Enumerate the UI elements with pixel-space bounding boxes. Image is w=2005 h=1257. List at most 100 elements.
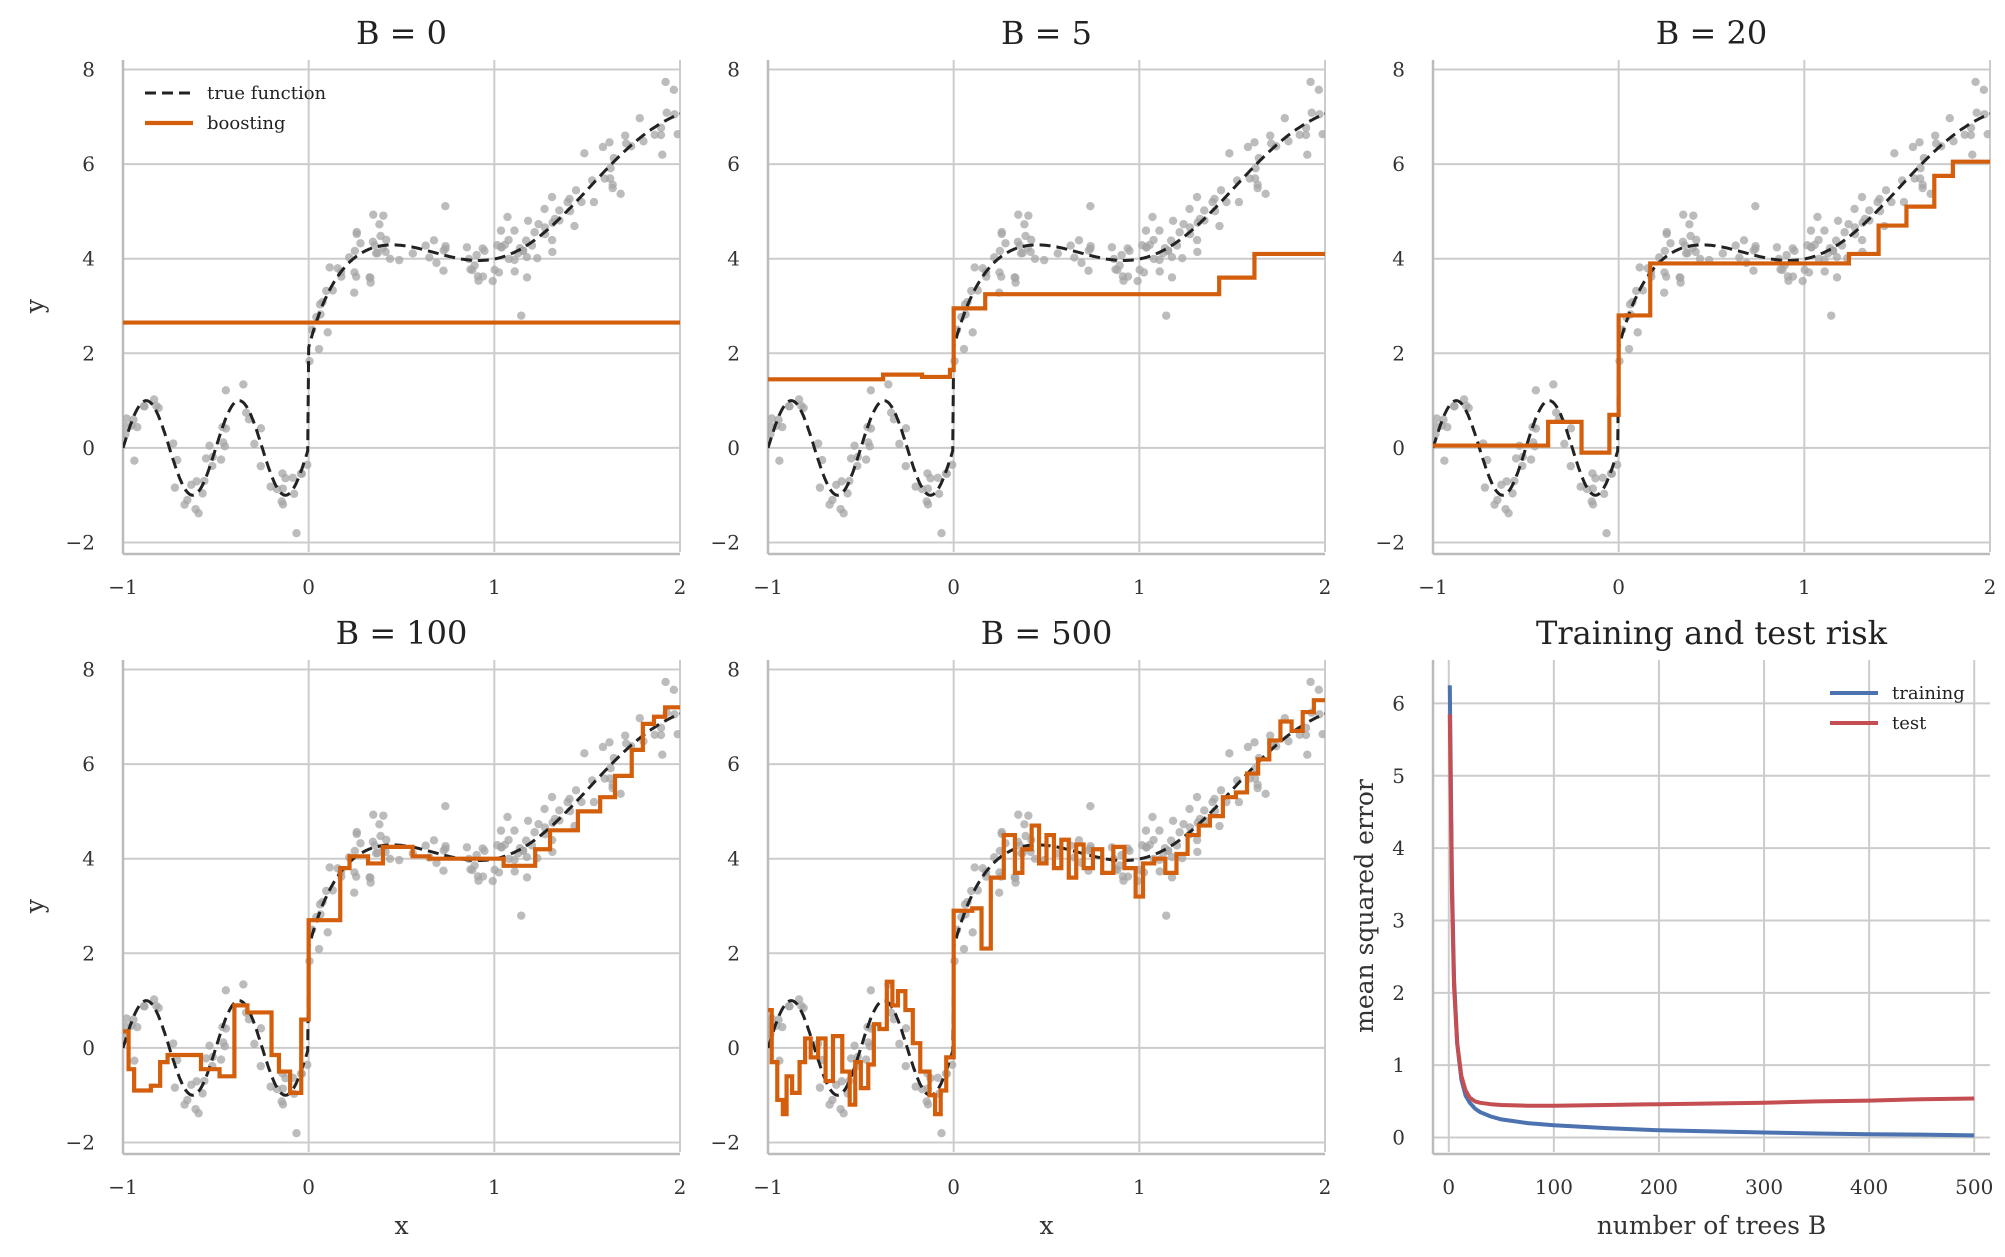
data-point [967,286,976,296]
data-point [1820,226,1829,235]
data-point [1632,286,1641,296]
data-point [152,401,161,410]
data-point [1676,273,1685,282]
data-point [866,386,876,395]
data-point [288,473,298,482]
y-tick-label: 4 [1392,836,1405,860]
data-point [517,911,526,920]
x-tick-label: −1 [108,1175,137,1199]
data-point [886,1008,896,1017]
data-point [1844,219,1853,229]
x-tick-label: 0 [1442,1175,1455,1199]
plot-area [768,77,1325,538]
data-point [323,928,332,937]
data-point [503,212,512,222]
data-point [133,422,142,432]
legend: training test [1830,683,1965,734]
data-point [598,742,608,752]
data-point [371,249,381,258]
data-point [923,484,933,493]
data-point [314,344,324,354]
data-point [813,439,823,448]
data-point [1602,529,1611,538]
boosting-line [768,698,1325,1117]
data-point [605,738,614,747]
x-tick-label: −1 [753,575,782,599]
data-point [1833,216,1843,225]
test-series-line [1447,714,1975,1108]
data-point [523,216,533,225]
data-point [510,855,519,865]
data-point [170,1083,180,1092]
data-point [1681,249,1691,258]
data-point [959,344,969,354]
data-point [292,1129,301,1138]
data-point [968,928,977,937]
data-point [598,142,608,152]
data-point [1459,395,1469,404]
data-point [149,395,159,404]
data-point [589,797,599,807]
data-point [488,276,497,286]
data-point [517,311,526,320]
data-point [768,422,775,431]
data-point [895,439,904,449]
data-point [1192,235,1202,245]
x-tick-label: 2 [1984,575,1997,599]
x-tick-label: 1 [1133,575,1146,599]
data-point [1167,273,1177,282]
data-point [510,226,519,235]
data-point [1915,138,1924,147]
data-point [1030,254,1040,263]
data-point [152,1001,161,1010]
data-point [349,288,359,297]
data-point [1210,194,1219,204]
data-point [503,812,512,822]
data-point [239,380,248,389]
x-tick-label: 0 [947,575,960,599]
panel-4: −1 0 1 2 −2 0 2 4 6 8 B = 100 x y [20,614,686,1240]
data-point [421,241,430,250]
data-point [494,868,504,877]
data-point [1111,265,1120,274]
data-point [370,241,379,250]
data-point [441,201,450,211]
data-point [205,441,214,450]
data-point [825,500,834,509]
data-point [1225,749,1234,758]
y-tick-label: 4 [727,247,740,271]
boosting-line [768,251,1325,382]
data-point [1899,197,1909,207]
data-point [673,729,680,739]
data-point [530,828,539,837]
y-tick-label: 4 [1392,247,1405,271]
data-point [1193,247,1202,257]
y-tick-label: 6 [82,752,95,776]
data-point [221,986,231,995]
x-tick-label: 1 [488,1175,501,1199]
data-point [277,497,286,506]
y-tick-label: 2 [1392,341,1405,365]
data-point [1850,204,1859,214]
data-point [369,810,378,819]
data-point [1178,253,1187,263]
y-tick-label: 2 [82,341,95,365]
data-point [123,430,130,439]
data-point [850,441,859,450]
data-point [650,130,659,140]
data-point [1011,873,1020,882]
data-point [510,267,519,276]
data-point [1875,194,1884,204]
data-point [170,483,180,492]
data-point [1531,386,1541,395]
data-point [1118,272,1128,281]
y-tick-label: 2 [82,941,95,965]
data-point [978,264,987,273]
panel-title: B = 100 [336,614,468,652]
data-point [466,265,475,274]
data-point [970,263,979,272]
data-point [775,456,784,465]
data-point [1155,255,1164,265]
data-point [540,204,549,214]
data-point [1280,113,1289,123]
